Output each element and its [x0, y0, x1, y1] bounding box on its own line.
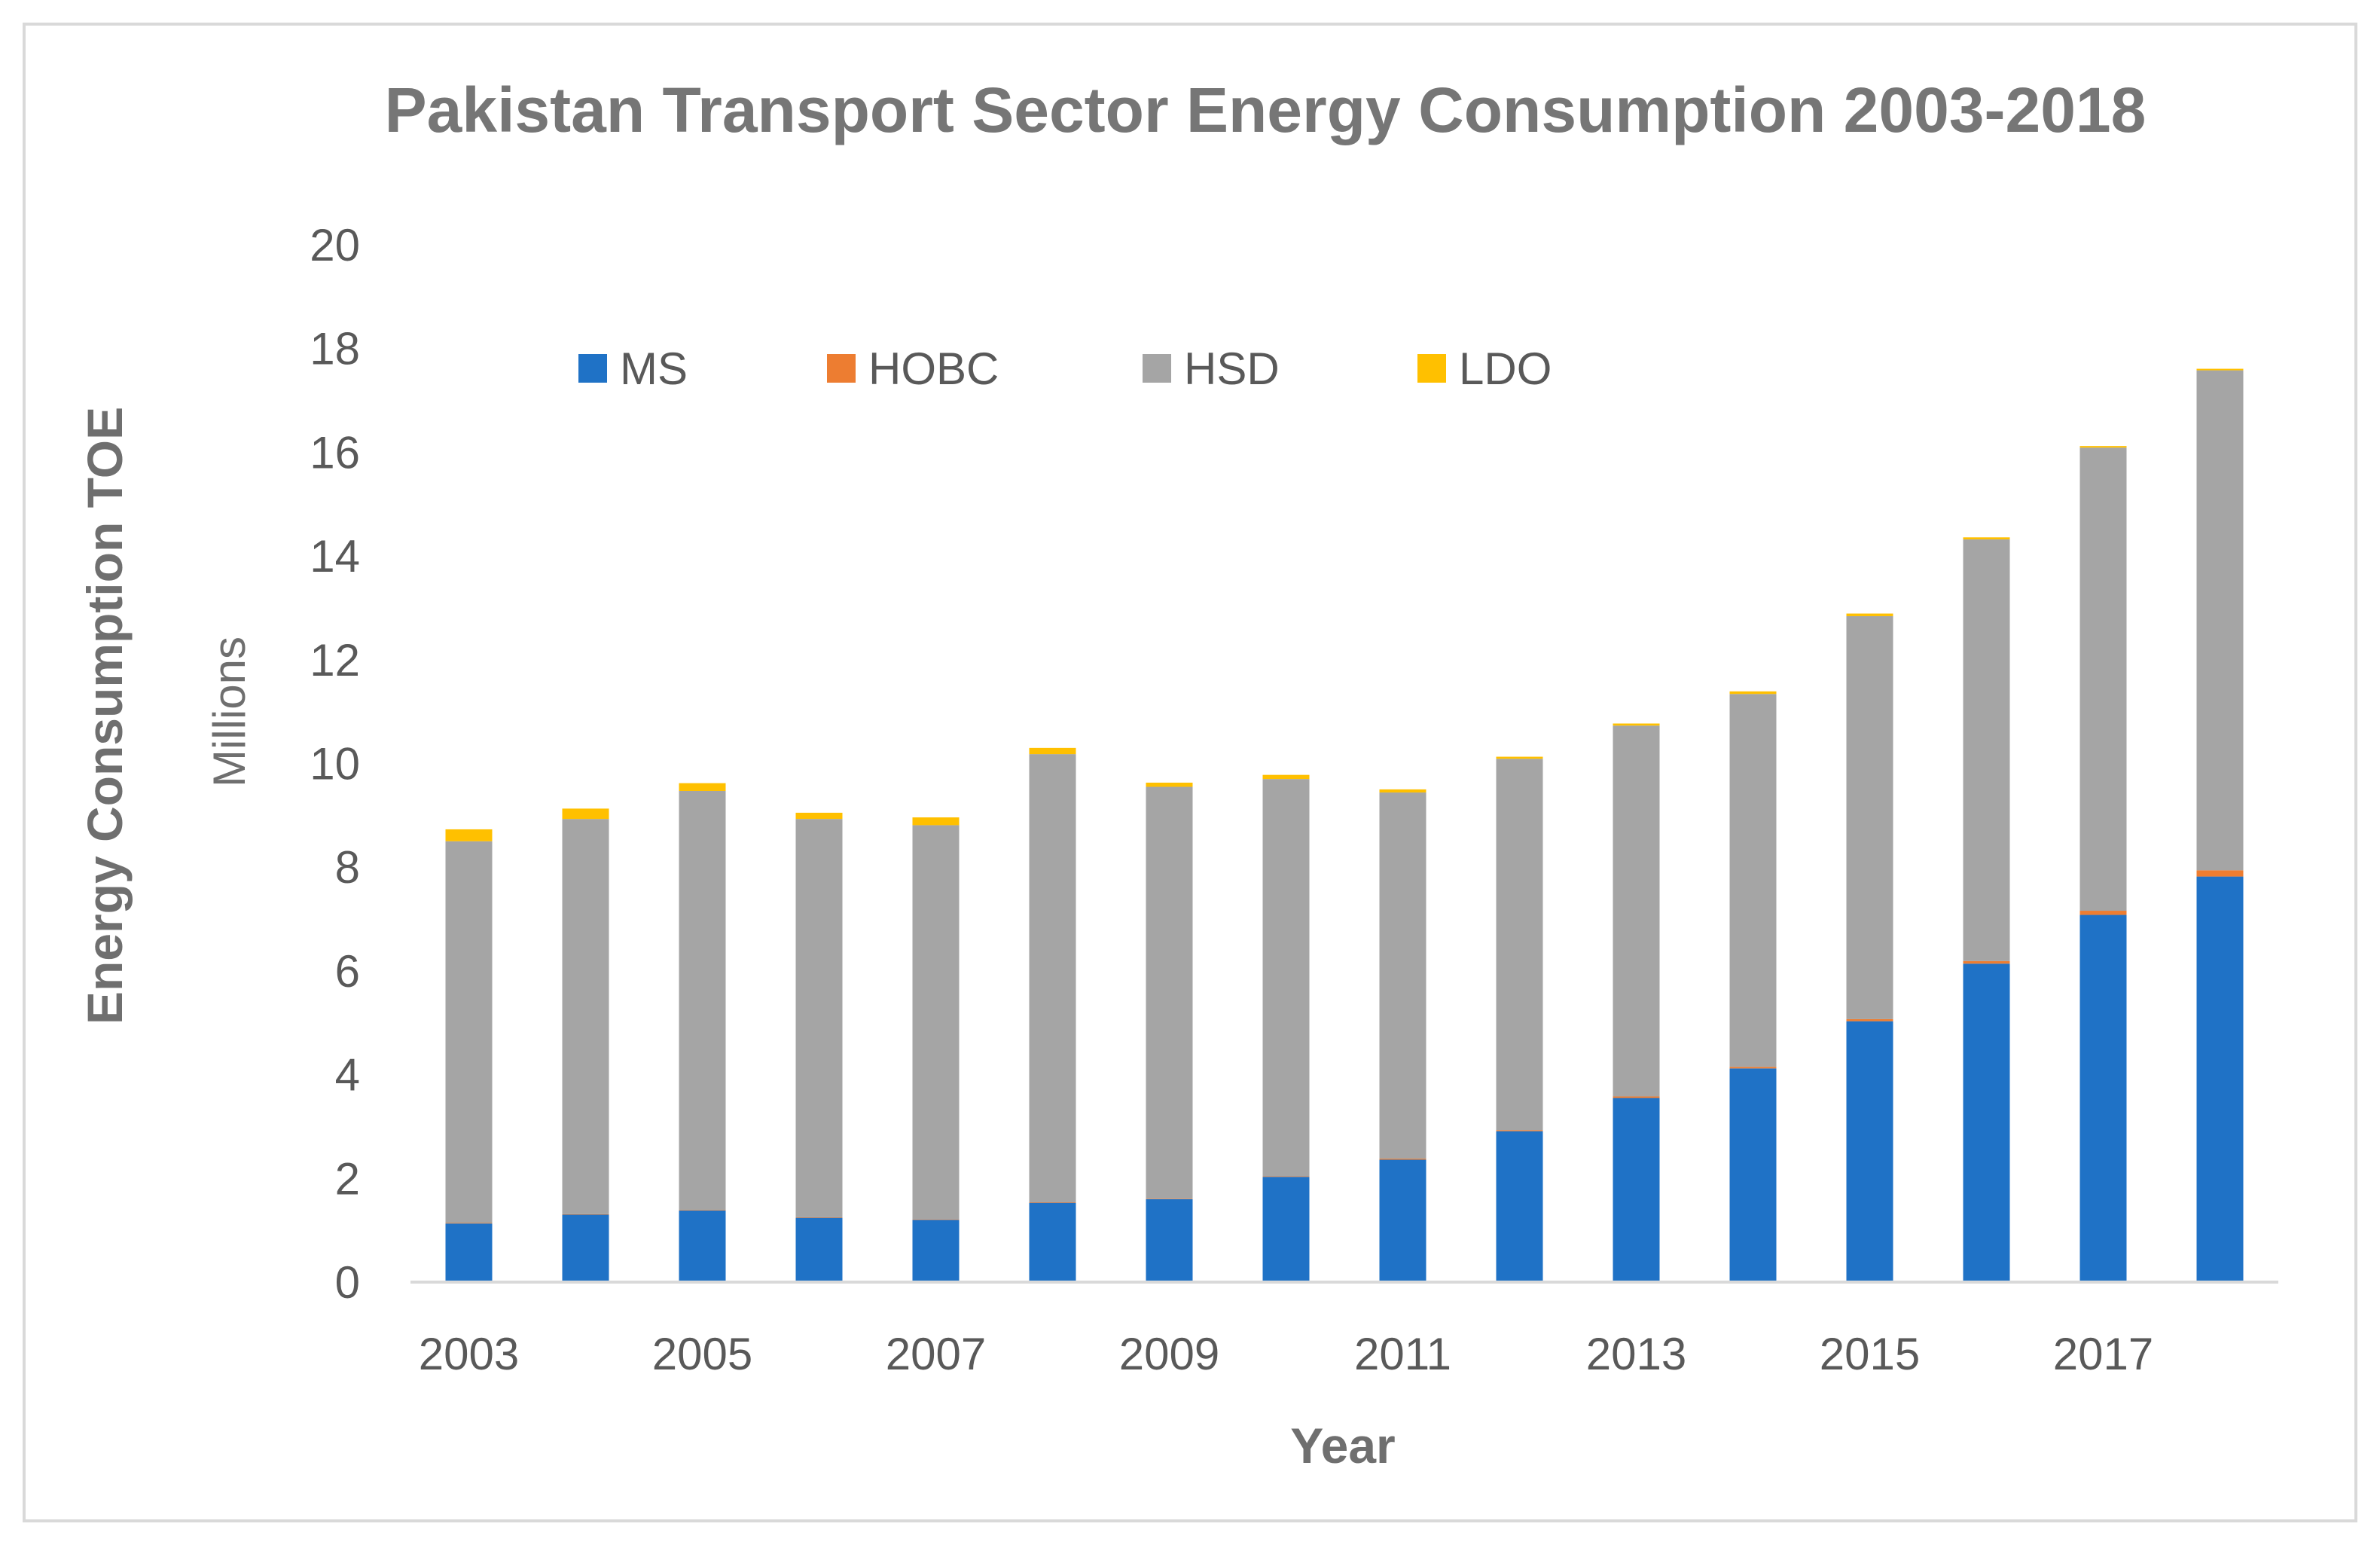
y-tick-label: 8	[335, 842, 360, 893]
y-tick-label: 12	[310, 635, 360, 685]
bar-hsd-2009	[1146, 786, 1193, 1199]
x-tick-label: 2005	[652, 1329, 752, 1379]
bar-hsd-2012	[1496, 759, 1543, 1131]
bar-ms-2017	[2079, 914, 2127, 1282]
bar-ms-2011	[1379, 1159, 1426, 1282]
bar-ldo-2008	[1029, 747, 1076, 755]
bar-hsd-2018	[2196, 370, 2244, 871]
bar-ms-2005	[679, 1210, 726, 1282]
y-tick-label: 20	[310, 220, 360, 270]
bar-hobc-2014	[1729, 1067, 1777, 1069]
y-axis-ticks: 0 2 4 6 8 10 12 14 16 18 20	[310, 220, 360, 1308]
bar-hsd-2010	[1262, 779, 1310, 1177]
bar-ldo-2013	[1613, 723, 1660, 726]
x-tick-label: 2007	[886, 1329, 986, 1379]
bar-hobc-2015	[1846, 1018, 1893, 1021]
x-tick-label: 2003	[419, 1329, 519, 1379]
x-tick-label: 2013	[1586, 1329, 1686, 1379]
bar-hsd-2015	[1846, 615, 1893, 1019]
bar-ms-2014	[1729, 1068, 1777, 1282]
legend-swatch-ldo	[1417, 354, 1446, 383]
bar-ldo-2014	[1729, 691, 1777, 695]
legend-label-hsd: HSD	[1184, 344, 1280, 394]
bar-hobc-2012	[1496, 1130, 1543, 1131]
bar-ldo-2006	[795, 812, 843, 820]
bar-ldo-2009	[1146, 782, 1193, 787]
x-axis-ticks: 2003 2005 2007 2009 2011 2013 2015 2017	[419, 1329, 2153, 1379]
y-tick-label: 18	[310, 324, 360, 374]
y-tick-label: 10	[310, 739, 360, 789]
bar-hsd-2005	[679, 790, 726, 1211]
x-axis-title: Year	[1290, 1418, 1395, 1473]
bar-hobc-2013	[1613, 1096, 1660, 1098]
bar-ms-2007	[912, 1220, 960, 1282]
x-tick-label: 2011	[1354, 1329, 1451, 1379]
bar-ldo-2011	[1379, 789, 1426, 793]
chart-title: Pakistan Transport Sector Energy Consump…	[385, 75, 2147, 145]
bar-ms-2012	[1496, 1131, 1543, 1282]
y-axis-title: Energy Consumption TOE	[77, 407, 133, 1024]
y-tick-label: 2	[335, 1153, 360, 1204]
bar-ms-2008	[1029, 1202, 1076, 1282]
bar-hsd-2006	[795, 819, 843, 1217]
legend-swatch-hobc	[827, 354, 856, 383]
bar-hsd-2016	[1963, 539, 2010, 961]
bar-ldo-2018	[2196, 368, 2244, 371]
y-tick-label: 0	[335, 1257, 360, 1308]
legend-label-hobc: HOBC	[868, 344, 999, 394]
y-axis-unit-label: Millions	[204, 637, 255, 787]
legend-swatch-hsd	[1143, 354, 1171, 383]
y-tick-label: 6	[335, 946, 360, 997]
bar-ldo-2005	[679, 783, 726, 791]
legend-label-ms: MS	[620, 344, 688, 394]
bar-hobc-2009	[1146, 1198, 1193, 1199]
bar-hsd-2003	[445, 841, 493, 1223]
bar-ms-2010	[1262, 1177, 1310, 1282]
legend-swatch-ms	[578, 354, 607, 383]
bar-ldo-2004	[562, 808, 609, 820]
bar-hobc-2018	[2196, 870, 2244, 877]
y-tick-label: 4	[335, 1050, 360, 1101]
bar-hsd-2017	[2079, 447, 2127, 911]
bar-ms-2004	[562, 1214, 609, 1282]
bar-ms-2003	[445, 1223, 493, 1282]
x-tick-label: 2009	[1119, 1329, 1219, 1379]
x-tick-label: 2015	[1820, 1329, 1920, 1379]
bar-hsd-2004	[562, 819, 609, 1214]
y-tick-label: 16	[310, 427, 360, 478]
bar-ms-2018	[2196, 876, 2244, 1282]
bar-hsd-2007	[912, 825, 960, 1220]
bar-ms-2006	[795, 1217, 843, 1282]
bar-ldo-2015	[1846, 613, 1893, 616]
x-tick-label: 2017	[2053, 1329, 2153, 1379]
bar-ms-2015	[1846, 1021, 1893, 1282]
bar-ldo-2010	[1262, 774, 1310, 780]
bar-ms-2013	[1613, 1098, 1660, 1282]
bar-hsd-2011	[1379, 792, 1426, 1159]
bar-ms-2016	[1963, 963, 2010, 1282]
bar-hsd-2014	[1729, 694, 1777, 1067]
bar-ldo-2012	[1496, 756, 1543, 759]
bar-hobc-2006	[795, 1217, 843, 1218]
legend: MS HOBC HSD LDO	[578, 344, 1552, 394]
bar-series-group	[445, 368, 2244, 1282]
bar-hobc-2016	[1963, 960, 2010, 964]
bar-hobc-2005	[679, 1210, 726, 1211]
bar-ldo-2017	[2079, 446, 2127, 448]
bar-hobc-2004	[562, 1214, 609, 1215]
bar-ms-2009	[1146, 1198, 1193, 1282]
legend-label-ldo: LDO	[1459, 344, 1552, 394]
bar-hobc-2008	[1029, 1201, 1076, 1203]
bar-ldo-2016	[1963, 537, 2010, 540]
bar-hobc-2003	[445, 1223, 493, 1224]
bar-hobc-2017	[2079, 911, 2127, 915]
bar-ldo-2003	[445, 829, 493, 841]
bar-hsd-2013	[1613, 725, 1660, 1097]
bar-ldo-2007	[912, 817, 960, 826]
bar-hsd-2008	[1029, 754, 1076, 1202]
y-tick-label: 14	[310, 531, 360, 582]
